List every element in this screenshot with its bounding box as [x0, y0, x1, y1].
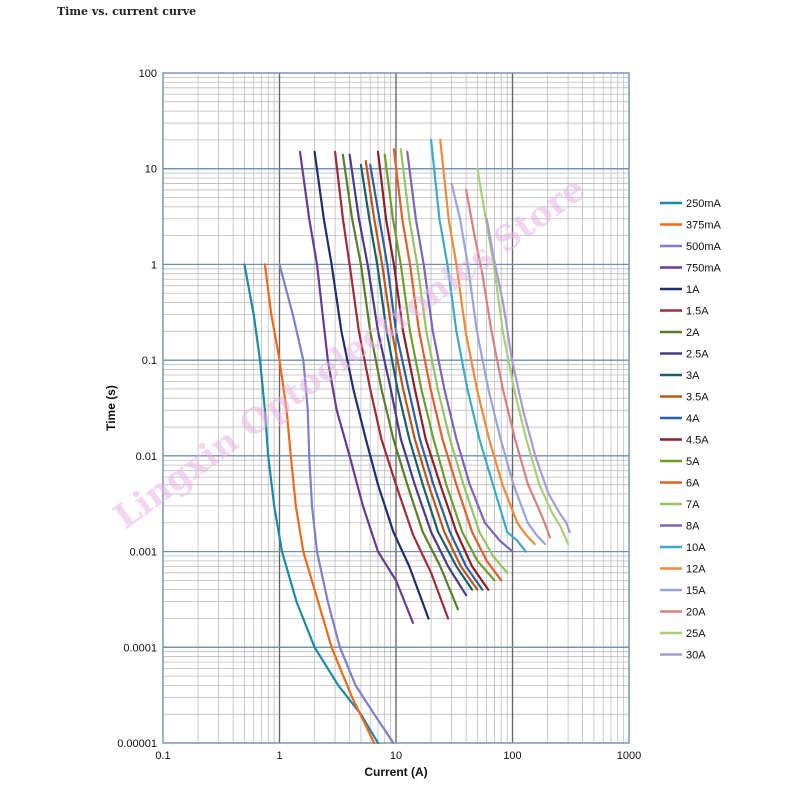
tick-labels: 0.1 1 10 100 1000 100 10 1 0.1 0.01 0.001 0.0001 0.0… [117, 68, 641, 762]
series-line-4.5A [376, 150, 490, 591]
legend-label: 6A [686, 478, 700, 490]
legend-label: 2.5A [686, 349, 709, 361]
y-tick-label: 0.00001 [117, 738, 157, 750]
series-line-30A [485, 217, 571, 534]
legend-label: 15A [686, 585, 706, 597]
series-line-250mA [243, 263, 380, 745]
legend-label: 20A [686, 607, 706, 619]
legend-label: 250mA [686, 198, 722, 210]
series-line-1A [313, 150, 430, 620]
y-tick-label: 100 [139, 68, 157, 80]
x-tick-label: 0.1 [155, 750, 170, 762]
y-tick-label: 10 [145, 164, 157, 176]
series-line-2A [341, 153, 459, 611]
legend-label: 2A [686, 327, 700, 339]
series-line-4A [369, 163, 484, 591]
plot-frame [162, 72, 630, 744]
series-line-750mA [298, 150, 415, 624]
legend-label: 1A [686, 284, 700, 296]
x-tick-label: 1 [276, 750, 282, 762]
y-tick-label: 0.01 [136, 451, 157, 463]
series-line-6A [392, 148, 503, 582]
y-tick-label: 0.0001 [123, 642, 157, 654]
y-tick-label: 0.1 [142, 355, 157, 367]
legend-label: 750mA [686, 263, 722, 275]
series-line-500mA [278, 263, 395, 745]
legend-label: 1.5A [686, 306, 709, 318]
major-grid [162, 72, 630, 744]
y-tick-label: 0.001 [129, 547, 157, 559]
legend-label: 12A [686, 564, 706, 576]
x-tick-label: 100 [503, 750, 521, 762]
series-line-2.5A [348, 153, 468, 597]
legend-label: 10A [686, 542, 706, 554]
series-line-1.5A [334, 150, 450, 620]
series-line-375mA [263, 263, 376, 745]
series-line-3A [359, 163, 474, 591]
series-lines [243, 138, 571, 745]
legend-label: 5A [686, 456, 700, 468]
series-line-10A [430, 138, 527, 553]
legend-label: 3A [686, 370, 700, 382]
legend-label: 7A [686, 499, 700, 511]
x-axis-label: Current (A) [364, 765, 427, 779]
legend-label: 3.5A [686, 392, 709, 404]
legend-label: 375mA [686, 220, 722, 232]
x-tick-label: 1000 [617, 750, 641, 762]
legend-label: 500mA [686, 241, 722, 253]
legend-label: 4.5A [686, 435, 709, 447]
series-line-3.5A [364, 160, 479, 591]
page-title: Time vs. current curve [57, 5, 197, 18]
series-line-8A [406, 150, 514, 553]
series-line-20A [465, 188, 552, 539]
x-tick-label: 10 [390, 750, 402, 762]
legend: 250mA 375mA 500mA 750mA 1A 1.5A 2A 2.5A 3A 3.5A 4A… [660, 198, 722, 662]
series-line-7A [399, 148, 509, 574]
legend-label: 8A [686, 521, 700, 533]
series-line-12A [439, 138, 536, 546]
legend-label: 25A [686, 628, 706, 640]
series-line-15A [450, 182, 547, 546]
series-line-5A [383, 153, 496, 582]
y-tick-label: 1 [151, 259, 157, 271]
legend-label: 30A [686, 650, 706, 662]
legend-label: 4A [686, 413, 700, 425]
y-axis-label: Time (s) [104, 385, 118, 431]
